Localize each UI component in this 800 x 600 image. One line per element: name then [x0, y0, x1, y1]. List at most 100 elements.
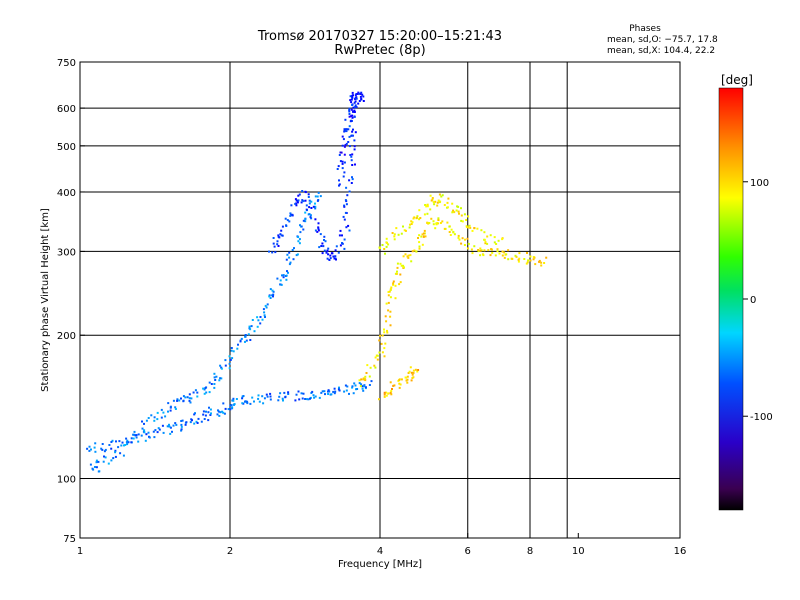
data-point — [398, 283, 401, 286]
data-point — [359, 385, 362, 388]
data-point — [323, 239, 325, 241]
data-point — [178, 399, 181, 402]
data-point — [279, 233, 282, 236]
data-point — [95, 461, 98, 464]
data-point — [364, 378, 367, 381]
data-point — [213, 372, 216, 375]
data-point — [408, 370, 411, 373]
data-point — [507, 258, 510, 261]
data-point — [343, 145, 346, 148]
data-point — [341, 135, 344, 138]
data-point — [161, 424, 164, 427]
data-point — [184, 396, 187, 399]
data-point — [452, 209, 455, 212]
data-point — [232, 397, 235, 400]
x-tick-label: 6 — [465, 546, 471, 557]
data-point — [174, 406, 177, 409]
data-point — [356, 93, 359, 95]
data-point — [446, 201, 449, 204]
data-point — [130, 437, 133, 440]
data-point — [114, 449, 117, 452]
data-point — [484, 241, 487, 244]
data-point — [446, 221, 449, 224]
data-point — [390, 393, 393, 396]
data-point — [361, 93, 364, 96]
data-point — [219, 364, 222, 367]
data-point — [463, 244, 466, 246]
data-point — [210, 383, 213, 385]
data-point — [362, 100, 365, 102]
data-point — [416, 215, 419, 218]
data-point — [460, 242, 463, 245]
data-point — [132, 437, 135, 440]
data-point — [345, 130, 348, 133]
data-point — [164, 415, 167, 418]
data-point — [285, 258, 288, 261]
data-point — [453, 233, 456, 236]
data-point — [350, 98, 353, 101]
data-point — [435, 223, 438, 226]
data-point — [345, 226, 348, 229]
data-point — [174, 408, 177, 410]
data-point — [423, 213, 426, 216]
data-point — [181, 419, 184, 422]
data-point — [176, 398, 179, 401]
data-point — [295, 393, 298, 396]
data-point — [309, 397, 311, 400]
data-point — [422, 232, 425, 235]
data-point — [385, 320, 388, 323]
data-point — [94, 450, 97, 453]
data-point — [150, 414, 153, 417]
data-point — [352, 110, 355, 113]
data-point — [448, 225, 451, 228]
data-point — [119, 452, 122, 455]
data-point — [189, 401, 192, 404]
data-point — [507, 249, 510, 252]
data-point — [384, 315, 387, 318]
data-point — [353, 145, 356, 148]
data-point — [448, 231, 451, 233]
data-point — [412, 371, 415, 374]
data-point — [348, 115, 351, 118]
data-point — [364, 386, 367, 389]
data-point — [314, 229, 317, 232]
data-point — [425, 205, 428, 208]
colorbar-tick-label: 100 — [750, 178, 769, 189]
data-point — [202, 413, 205, 416]
data-point — [224, 407, 227, 410]
data-point — [418, 218, 421, 221]
data-point — [362, 95, 365, 98]
data-point — [329, 254, 332, 257]
data-point — [383, 391, 386, 394]
data-point — [400, 264, 403, 267]
data-point — [354, 94, 357, 97]
data-point — [257, 394, 260, 397]
data-point — [503, 251, 506, 254]
data-point — [446, 206, 449, 209]
data-point — [328, 259, 331, 261]
data-point — [259, 316, 262, 318]
data-point — [505, 253, 508, 256]
data-point — [312, 394, 315, 397]
data-point — [332, 390, 335, 393]
data-point — [259, 322, 262, 325]
data-point — [265, 306, 268, 309]
data-point — [320, 245, 323, 247]
data-point — [354, 163, 356, 166]
data-point — [450, 228, 453, 231]
colorbar-tick-label: 0 — [750, 295, 756, 306]
data-point — [392, 280, 395, 283]
data-point — [213, 383, 216, 385]
data-point — [195, 420, 198, 423]
data-point — [402, 225, 404, 228]
data-point — [353, 148, 356, 151]
data-point — [309, 214, 312, 217]
data-point — [114, 451, 117, 454]
data-point — [362, 377, 365, 380]
data-point — [470, 248, 473, 251]
data-point — [343, 205, 346, 208]
data-point — [316, 230, 319, 233]
data-point — [418, 245, 421, 248]
data-point — [424, 235, 427, 238]
data-point — [479, 247, 482, 250]
